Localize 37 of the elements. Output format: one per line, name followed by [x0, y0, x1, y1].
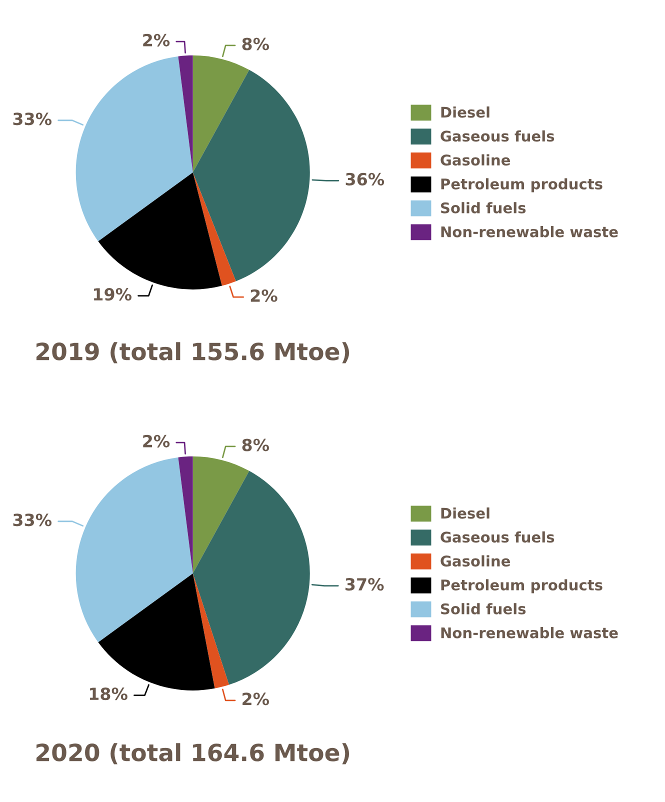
legend-label: Non-renewable waste [441, 226, 618, 238]
data-label: 36% [346, 172, 384, 186]
data-label: 18% [90, 688, 128, 700]
pie-slice [178, 456, 193, 574]
data-label: 19% [94, 288, 132, 301]
legend-label: Non-renewable waste [441, 627, 618, 638]
legend-label: Gasoline [440, 154, 510, 166]
data-label: 33% [13, 514, 52, 526]
pie-slice [178, 55, 193, 172]
legend-label: Diesel [441, 106, 490, 118]
data-label: 37% [346, 578, 384, 591]
data-label: 8% [242, 438, 270, 452]
pie-slice [192, 573, 230, 688]
pie-slice [76, 457, 193, 642]
data-label: 2% [143, 434, 170, 448]
legend-label: Solid fuels [441, 603, 526, 614]
legend-label: Petroleum products [441, 178, 602, 192]
legend-label: Diesel [441, 507, 490, 519]
legend-label: Gaseous fuels [440, 531, 554, 543]
pie-slice [192, 70, 310, 282]
data-label: 2% [143, 34, 170, 46]
pie-slice [76, 56, 193, 242]
text: 2020 (total 164.6 Mtoe) [36, 743, 350, 764]
data-label: 2% [250, 289, 278, 302]
pie-slice [98, 172, 222, 290]
pie-slice [192, 172, 236, 286]
pie-slice [192, 470, 310, 685]
legend-label: Petroleum products [441, 579, 602, 594]
data-label: 2% [242, 692, 270, 706]
pie-slice [192, 55, 250, 172]
data-label: 8% [242, 38, 270, 50]
data-label: 33% [13, 112, 52, 126]
legend-label: Solid fuels [441, 202, 526, 214]
legend-label: Gaseous fuels [440, 130, 554, 142]
pie-slice [192, 456, 250, 574]
legend-label: Gasoline [440, 555, 510, 567]
text: 2019 (total 155.6 Mtoe) [36, 342, 350, 364]
